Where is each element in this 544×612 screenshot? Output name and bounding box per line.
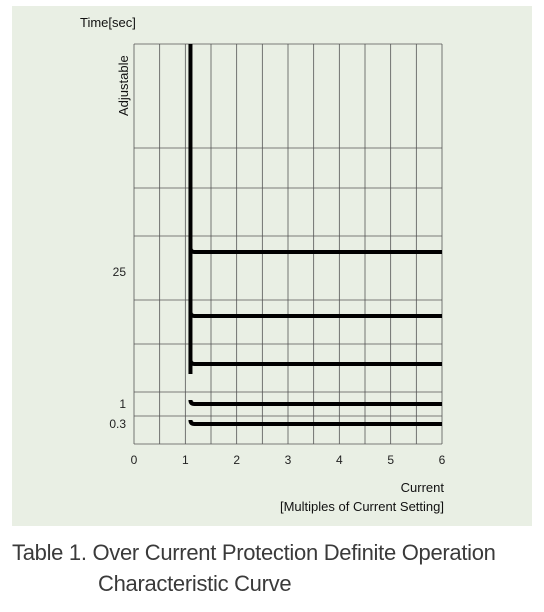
x-axis-sub-label: [Multiples of Current Setting] bbox=[280, 499, 444, 514]
curve-line-3 bbox=[188, 359, 442, 366]
y-axis-label: Time[sec] bbox=[80, 15, 136, 30]
x-tick-label: 4 bbox=[336, 453, 343, 467]
grid bbox=[133, 43, 443, 445]
y-tick-label: 25 bbox=[113, 265, 127, 279]
x-axis-label: Current bbox=[401, 480, 445, 495]
x-tick-label: 3 bbox=[285, 453, 292, 467]
x-tick-label: 6 bbox=[439, 453, 446, 467]
curve-line-4 bbox=[188, 399, 442, 406]
y-tick-label: 1 bbox=[119, 397, 126, 411]
chart-svg: 0 1 2 3 4 5 6 25 1 0.3 Time[sec] Adjustable Curre… bbox=[80, 15, 446, 514]
curve-line-2 bbox=[188, 311, 442, 318]
caption-line-2: Characteristic Curve bbox=[98, 571, 292, 596]
y-tick-label: 0.3 bbox=[109, 417, 126, 431]
y-axis-side-label: Adjustable bbox=[116, 55, 131, 116]
curve-line-5 bbox=[188, 419, 442, 426]
x-tick-label: 0 bbox=[131, 453, 138, 467]
figure-caption: Table 1. Over Current Protection Definit… bbox=[12, 537, 542, 599]
ticks: 0 1 2 3 4 5 6 25 1 0.3 bbox=[109, 265, 445, 467]
curve-line-1 bbox=[188, 247, 442, 254]
x-tick-label: 1 bbox=[182, 453, 189, 467]
caption-line-1: Table 1. Over Current Protection Definit… bbox=[12, 540, 496, 565]
curves bbox=[188, 44, 442, 426]
x-tick-label: 2 bbox=[233, 453, 240, 467]
chart-panel: 0 1 2 3 4 5 6 25 1 0.3 Time[sec] Adjustable Curre… bbox=[12, 6, 532, 526]
x-tick-label: 5 bbox=[387, 453, 394, 467]
